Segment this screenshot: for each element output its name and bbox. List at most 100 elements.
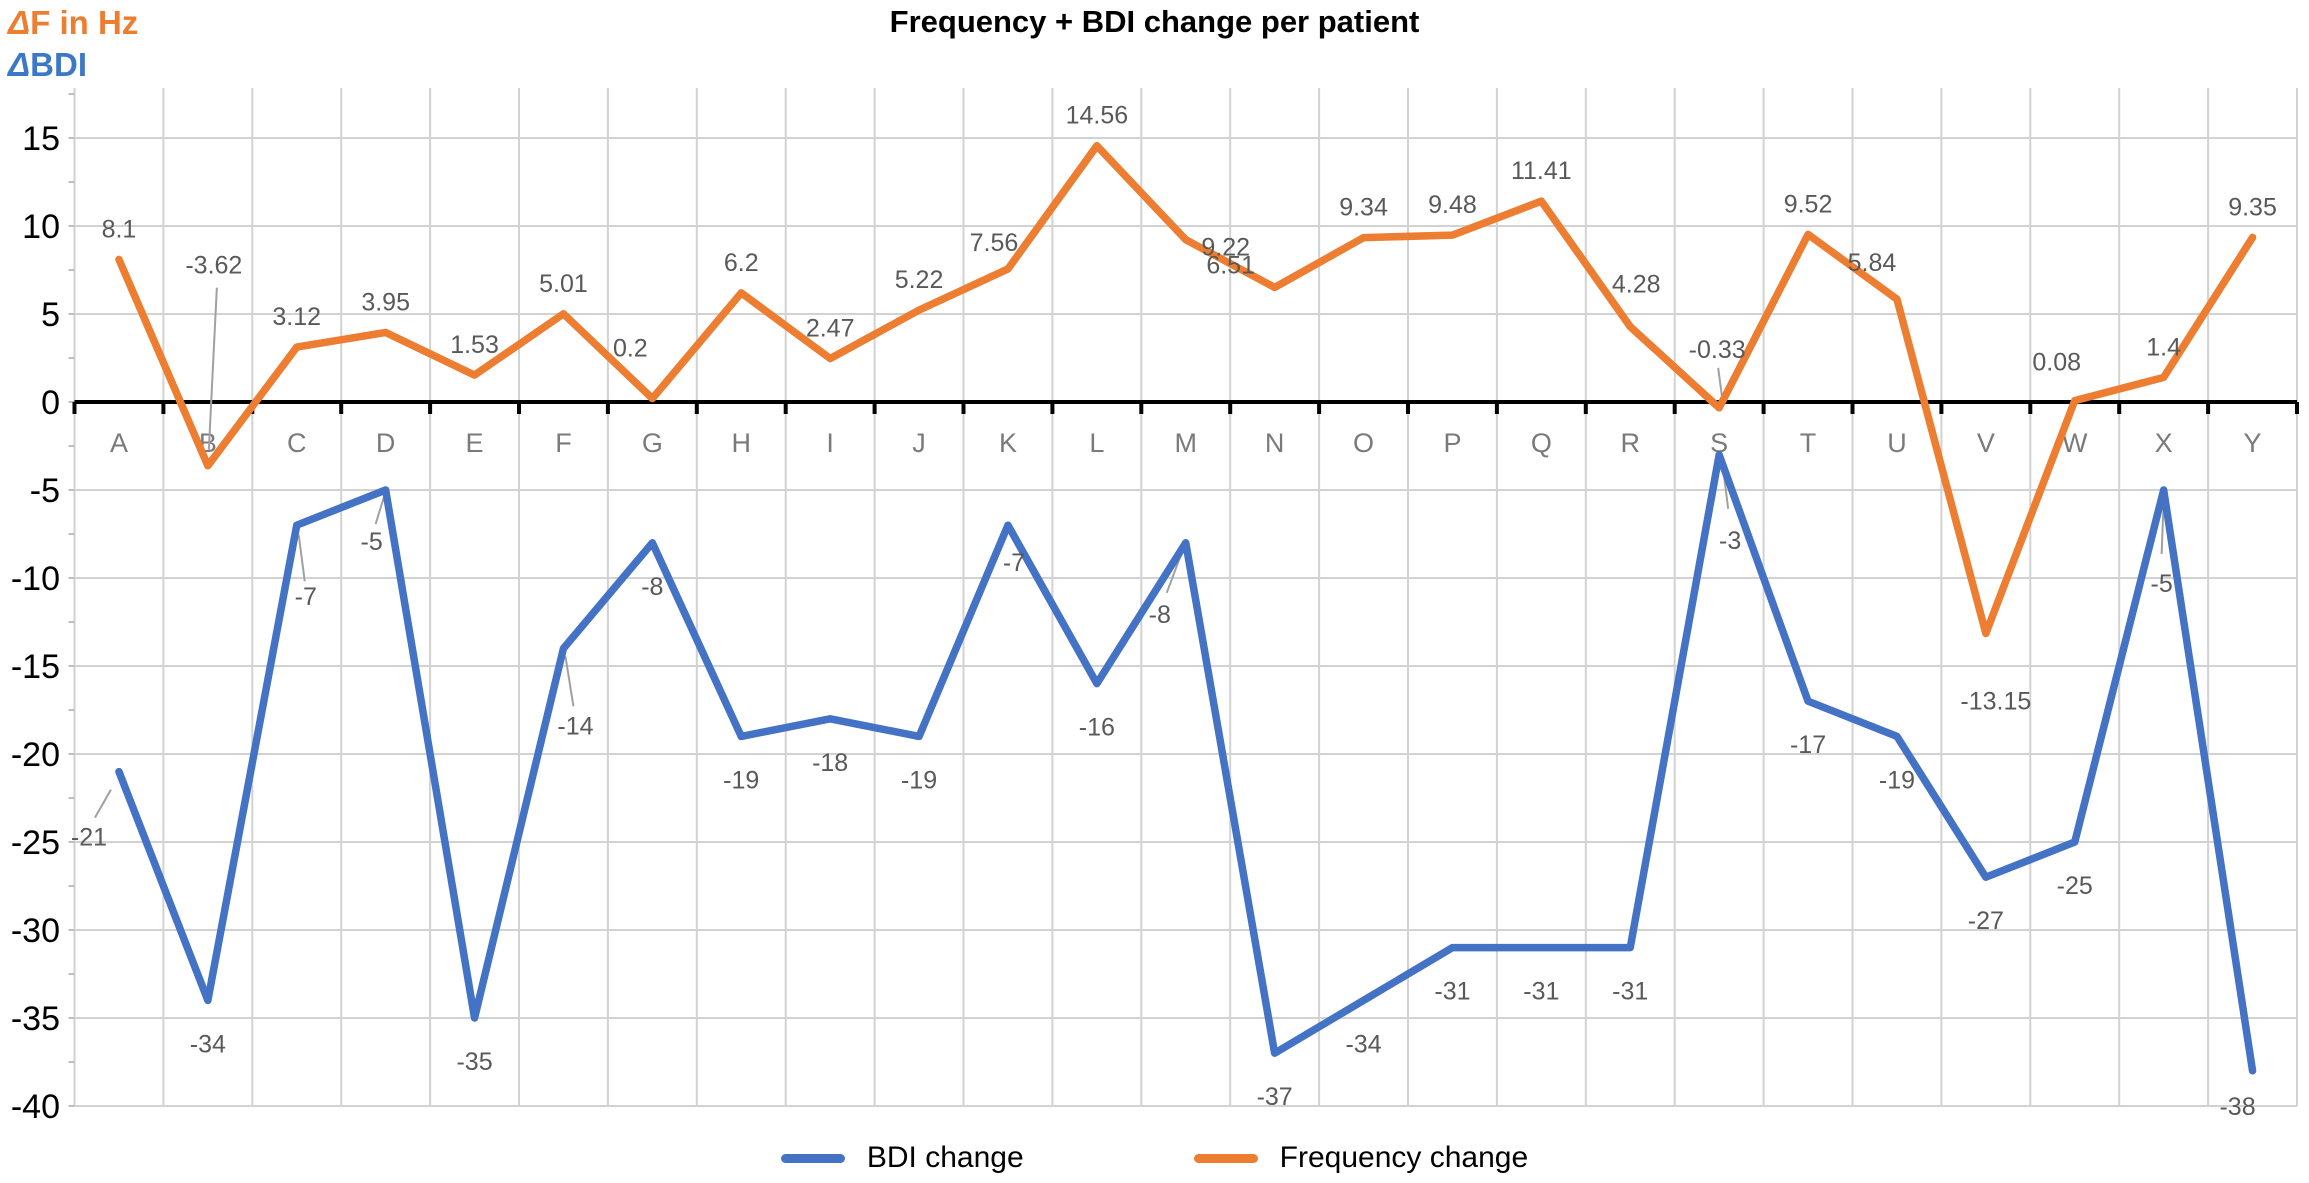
y-axis-tick-label: 0 [41,384,60,422]
data-label: -7 [295,583,317,611]
data-label: 3.12 [272,303,321,331]
y-axis-tick-label: -35 [11,1000,60,1038]
data-label: -18 [812,749,848,777]
data-label: 3.95 [361,288,410,316]
data-label: 5.84 [1848,249,1897,277]
data-label: 14.56 [1066,102,1129,130]
data-label: -17 [1790,731,1826,759]
x-axis-category-label: S [1710,428,1728,458]
bdi-axis-label: ΔBDI [8,48,87,81]
data-label: -38 [2219,1093,2255,1121]
data-label: -35 [456,1048,492,1076]
data-label: 9.34 [1339,194,1388,222]
data-label: 9.35 [2228,193,2277,221]
x-axis-category-label: C [287,428,307,458]
y-axis-tick-label: 15 [22,120,60,158]
data-label: -31 [1523,978,1559,1006]
x-axis-category-label: N [1265,428,1285,458]
y-axis-tick-label: -15 [11,648,60,686]
x-axis-category-label: X [2155,428,2173,458]
x-axis-category-label: K [999,428,1017,458]
x-axis-category-label: J [912,428,926,458]
data-label: -31 [1612,978,1648,1006]
data-label: -34 [1345,1030,1381,1058]
x-axis-category-label: I [826,428,834,458]
data-label: -19 [901,766,937,794]
delta-glyph: Δ [8,4,31,41]
y-axis-tick-label: -30 [11,912,60,950]
data-label: 6.2 [724,249,759,277]
data-label: 2.47 [806,315,855,343]
data-label: 9.48 [1428,191,1477,219]
data-label: -7 [1003,549,1025,577]
y-axis-tick-label: 10 [22,208,60,246]
data-label: -5 [361,528,383,556]
x-axis-category-label: A [110,428,128,458]
x-axis-category-label: H [732,428,752,458]
data-label: 5.22 [895,266,944,294]
data-label: -34 [190,1030,226,1058]
data-label: -19 [1879,766,1915,794]
legend-item-frequency-change: Frequency change [1193,1141,1529,1175]
chart-legend: BDI change Frequency change [0,1141,2309,1175]
data-label: -16 [1079,714,1115,742]
legend-item-bdi-change: BDI change [780,1141,1024,1175]
y-axis-tick-label: -20 [11,736,60,774]
frequency-line-swatch [1193,1153,1258,1163]
bdi-line-swatch [780,1153,845,1163]
y-axis-tick-label: -25 [11,824,60,862]
data-label: 1.53 [450,331,499,359]
data-label: -25 [2057,872,2093,900]
x-axis-category-label: D [376,428,396,458]
data-label: -31 [1434,978,1470,1006]
data-label: -37 [1257,1083,1293,1111]
data-label: 11.41 [1511,157,1572,185]
data-label: 8.1 [102,215,137,243]
legend-label-frequency: Frequency change [1279,1141,1529,1174]
data-label: 0.2 [613,334,648,362]
x-axis-category-label: G [642,428,663,458]
x-axis-category-label: F [555,428,572,458]
x-axis-category-label: V [1977,428,1995,458]
data-label: -8 [1149,601,1171,629]
bdi-axis-text: BDI [30,46,87,83]
data-label: -3 [1719,527,1741,555]
legend-label-bdi: BDI change [866,1141,1024,1174]
data-label: -3.62 [185,252,242,280]
data-label: -0.33 [1689,336,1746,364]
data-label: -19 [723,766,759,794]
y-axis-tick-label: -40 [11,1088,60,1126]
y-axis-tick-label: -10 [11,560,60,598]
y-axis-tick-label: 5 [41,296,60,334]
data-label: -13.15 [1960,687,2031,715]
data-label: -27 [1968,907,2004,935]
data-label: 1.4 [2146,333,2181,361]
data-label: 6.51 [1206,251,1255,279]
x-axis-category-label: L [1089,428,1104,458]
data-label: -21 [71,824,107,852]
chart-title: Frequency + BDI change per patient [889,4,1420,39]
x-axis-category-label: Q [1531,428,1552,458]
data-label: 9.22 [1201,234,1250,262]
delta-glyph: Δ [8,46,31,83]
data-label: -5 [2151,570,2173,598]
x-axis-category-label: E [466,428,484,458]
frequency-axis-label: ΔF in Hz [8,6,138,39]
frequency-axis-text: F in Hz [30,4,139,41]
x-axis-category-label: U [1887,428,1907,458]
data-label: -8 [641,573,663,601]
x-axis-category-label: P [1443,428,1461,458]
data-label: -14 [557,712,593,740]
data-label: 5.01 [539,270,588,298]
y-axis-tick-label: -5 [30,472,60,510]
data-label: 9.52 [1784,190,1833,218]
x-axis-category-label: R [1621,428,1641,458]
x-axis-category-label: M [1175,428,1198,458]
data-label: 4.28 [1612,271,1661,299]
x-axis-category-label: T [1800,428,1817,458]
data-label: 7.56 [970,229,1019,257]
data-label: 0.08 [2032,349,2081,377]
x-axis-category-label: Y [2244,428,2262,458]
